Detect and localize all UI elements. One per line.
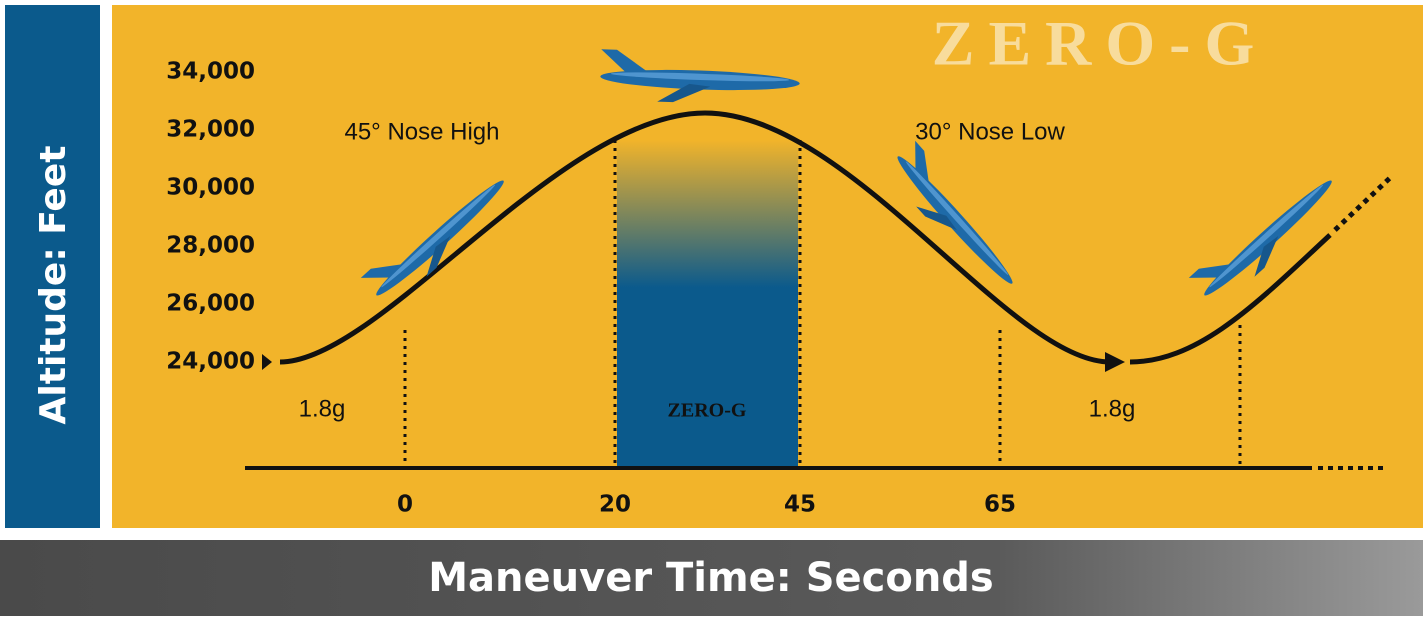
flight-path — [279, 110, 1111, 365]
title: ZERO-G — [932, 8, 1268, 79]
annotation: 45° Nose High — [344, 118, 499, 145]
phase-lines — [403, 140, 1242, 466]
y-tick-label: 34,000 — [166, 59, 255, 85]
zero-g-label: ZERO-G — [668, 400, 747, 422]
annotation: 1.8g — [299, 395, 346, 422]
annotation: 30° Nose Low — [915, 118, 1065, 145]
y-tick-label: 28,000 — [166, 233, 255, 259]
y-axis-label: Altitude: Feet — [33, 146, 74, 425]
x-tick-label: 65 — [984, 492, 1016, 518]
arrow — [1105, 352, 1125, 372]
flight-path — [1129, 233, 1332, 365]
x-tick-label: 0 — [397, 492, 413, 518]
y-tick-label: 26,000 — [166, 291, 255, 317]
y-axis-panel — [5, 5, 100, 528]
x-tick-label: 20 — [599, 492, 631, 518]
zero-g-region — [617, 140, 798, 468]
y-tick-label: 32,000 — [166, 117, 255, 143]
x-axis-panel — [0, 540, 1423, 616]
y-ticks: 34,000 32,000 30,000 28,000 26,000 24,00… — [166, 59, 255, 375]
x-ticks: 0 20 45 65 — [397, 492, 1016, 518]
annotation: 1.8g — [1089, 395, 1136, 422]
x-tick-label: 45 — [784, 492, 816, 518]
y-tick-label: 30,000 — [166, 175, 255, 201]
arrow — [262, 354, 272, 370]
flight-path-continuation — [1333, 174, 1394, 232]
y-tick-label: 24,000 — [166, 349, 255, 375]
x-axis-label: Maneuver Time: Seconds — [428, 555, 994, 601]
